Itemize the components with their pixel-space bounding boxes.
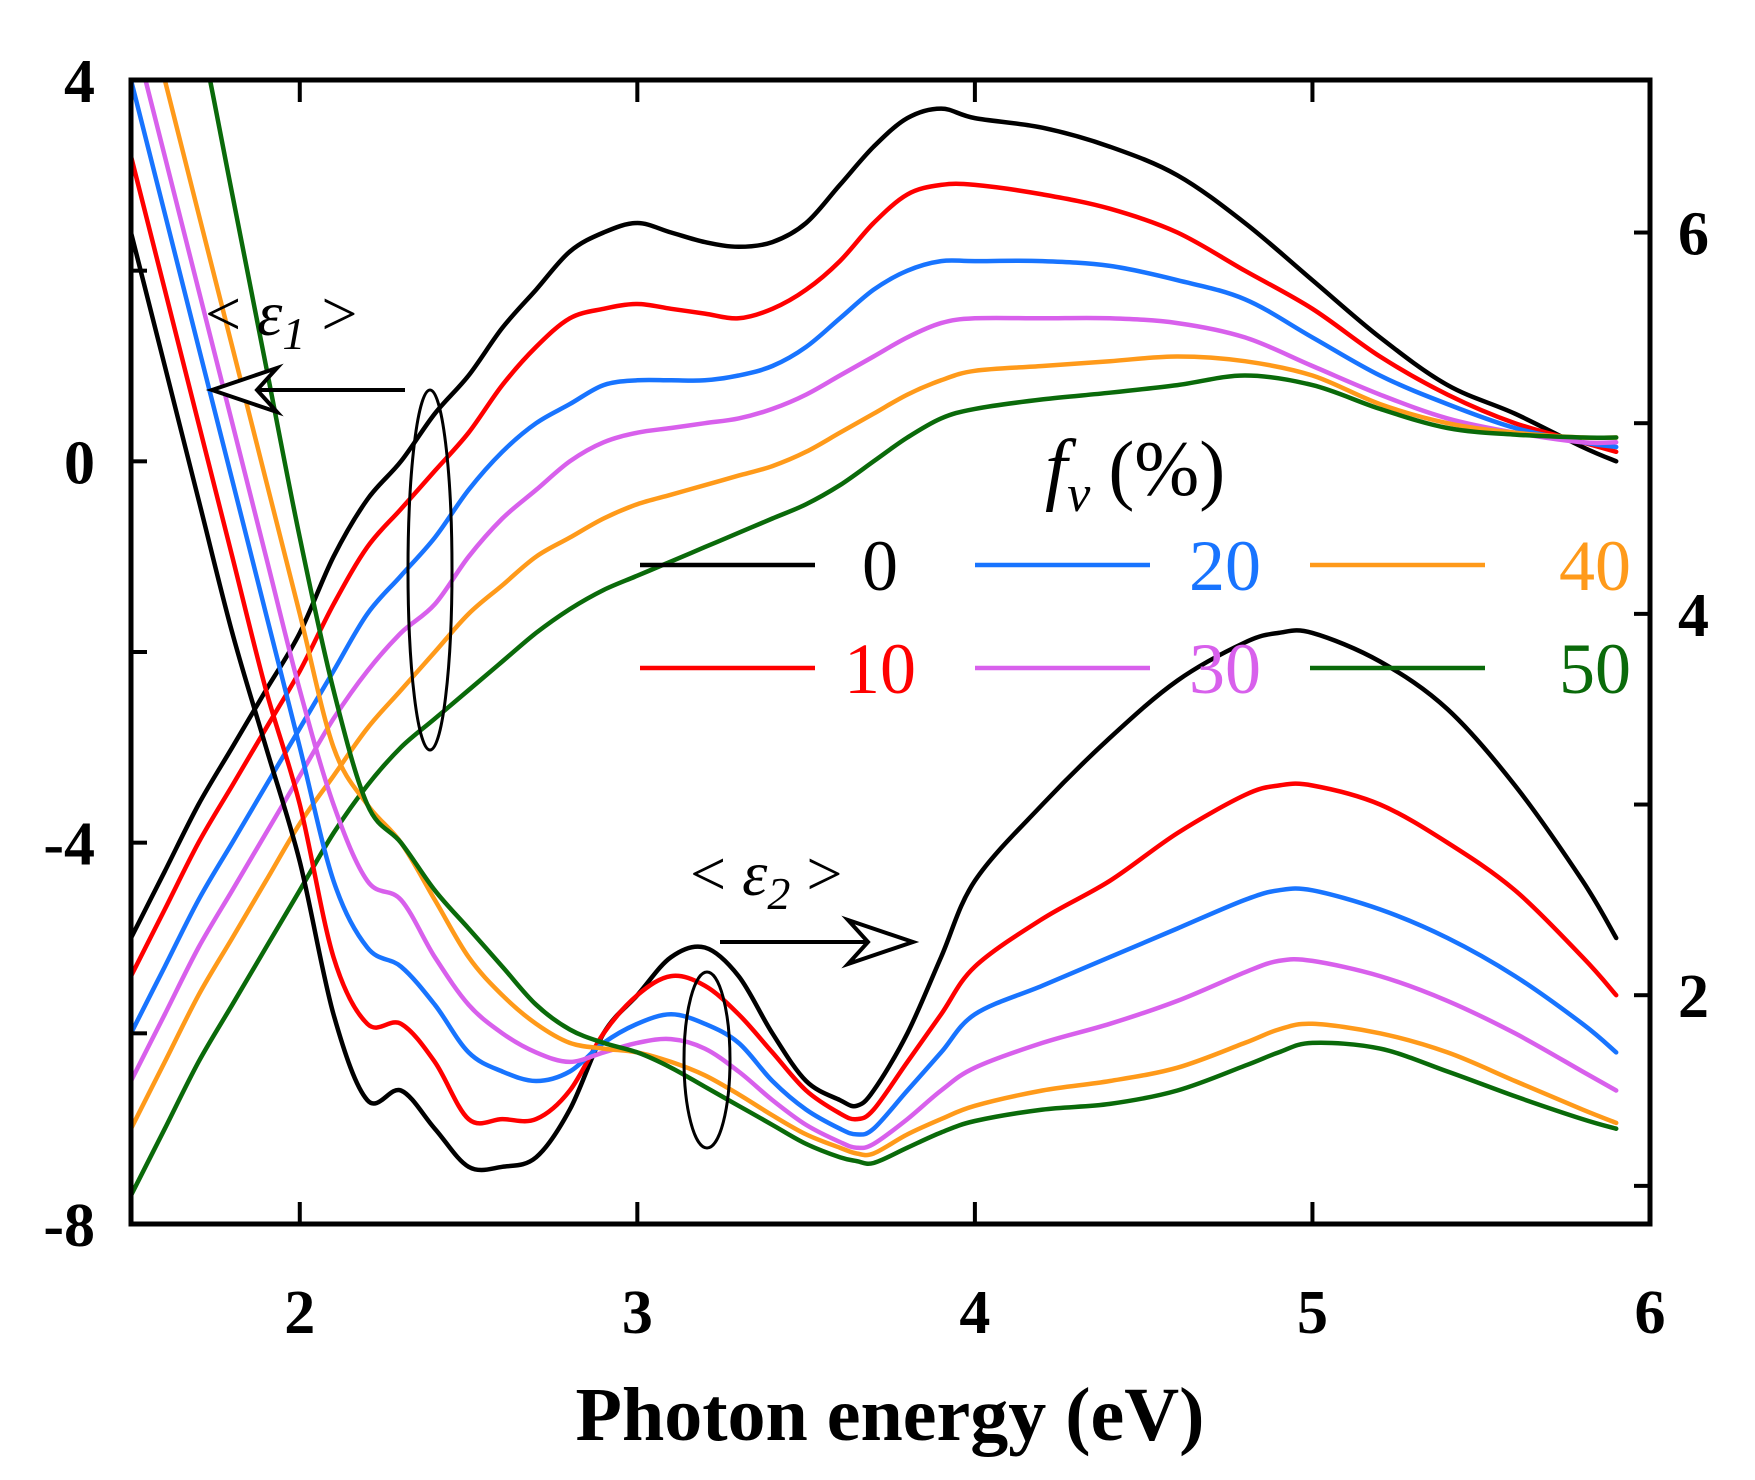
- series-line-eps2-8: [131, 80, 1619, 1137]
- legend-label: 40: [1559, 526, 1631, 606]
- epsilon1-annotation: < ε1 >: [205, 278, 454, 752]
- y-left-tick-label: 0: [64, 429, 95, 497]
- epsilon1-arrowhead: [205, 363, 284, 417]
- y-left-tick-label: 4: [64, 48, 95, 116]
- y-left-tick-label: -8: [43, 1192, 95, 1260]
- series-line-eps2-11: [207, 80, 1619, 1167]
- epsilon2-suffix: >: [790, 838, 842, 909]
- legend-entries: 0 20 40 10 30 50: [640, 526, 1631, 709]
- x-tick-label: 5: [1297, 1279, 1328, 1347]
- legend-label: 20: [1189, 526, 1261, 606]
- y-right-tick-label: 2: [1678, 963, 1709, 1031]
- epsilon2-symbol: ε: [742, 838, 768, 909]
- series-line-eps2-9: [143, 80, 1619, 1151]
- legend-title-unit: (%): [1108, 425, 1225, 512]
- y-right-tick-label: 6: [1678, 201, 1709, 269]
- y-left-tick-label: -4: [43, 811, 95, 879]
- svg-text:< ε2 >: < ε2 >: [690, 838, 842, 919]
- legend-label: 0: [862, 526, 898, 606]
- svg-text:< ε1 >: < ε1 >: [205, 278, 357, 359]
- x-tick-label: 4: [959, 1279, 990, 1347]
- legend-label: 10: [844, 629, 916, 709]
- epsilon2-ellipse: [682, 970, 732, 1150]
- y-right-tick-label: 4: [1678, 582, 1709, 650]
- legend-label: 30: [1189, 629, 1261, 709]
- epsilon2-prefix: <: [690, 838, 742, 909]
- series-line-eps1-3: [131, 315, 1619, 1084]
- x-tick-label: 6: [1635, 1279, 1666, 1347]
- x-axis-title: Photon energy (eV): [576, 1373, 1205, 1457]
- x-tick-label: 3: [622, 1279, 653, 1347]
- epsilon1-sub: 1: [282, 308, 305, 359]
- epsilon1-ellipse: [406, 388, 454, 752]
- series-line-eps1-5: [131, 373, 1619, 1198]
- epsilon1-suffix: >: [305, 278, 357, 349]
- series-line-eps2-10: [162, 80, 1619, 1158]
- legend-label: 50: [1559, 629, 1631, 709]
- series-line-eps2-6: [131, 230, 1619, 1173]
- legend-title-sub: v: [1067, 466, 1091, 523]
- epsilon2-sub: 2: [767, 868, 790, 919]
- series-line-eps1-4: [131, 354, 1619, 1131]
- series-line-eps2-7: [131, 154, 1619, 1126]
- epsilon1-prefix: <: [205, 278, 257, 349]
- x-tick-label: 2: [284, 1279, 315, 1347]
- legend-title: fv (%): [1045, 425, 1225, 523]
- epsilon1-symbol: ε: [257, 278, 283, 349]
- epsilon2-annotation: < ε2 >: [682, 838, 920, 1150]
- series-line-eps1-0: [131, 106, 1619, 941]
- epsilon2-arrowhead: [841, 915, 920, 969]
